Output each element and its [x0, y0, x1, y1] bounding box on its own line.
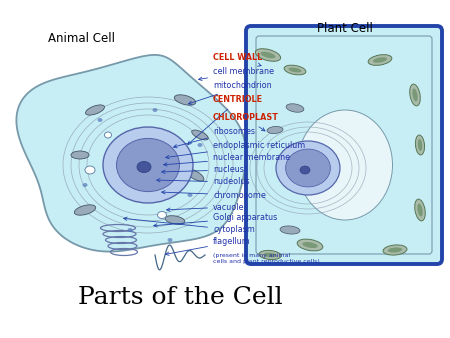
Text: CENTRIOLE: CENTRIOLE: [188, 96, 263, 145]
Ellipse shape: [117, 138, 180, 192]
Ellipse shape: [71, 151, 89, 159]
Ellipse shape: [158, 212, 166, 218]
Ellipse shape: [297, 110, 392, 220]
Text: (present in many animal
cells and plant reproductive cells): (present in many animal cells and plant …: [213, 253, 320, 264]
Ellipse shape: [280, 226, 300, 234]
Ellipse shape: [104, 132, 112, 138]
Text: endoplasmic reticulum: endoplasmic reticulum: [166, 141, 305, 159]
Ellipse shape: [82, 183, 87, 187]
Ellipse shape: [267, 126, 283, 134]
Ellipse shape: [286, 104, 304, 112]
Ellipse shape: [192, 130, 208, 140]
Ellipse shape: [388, 247, 402, 252]
Ellipse shape: [373, 57, 387, 63]
Ellipse shape: [302, 242, 318, 248]
Ellipse shape: [415, 199, 425, 221]
Ellipse shape: [284, 65, 306, 75]
Ellipse shape: [103, 127, 193, 203]
Text: nuclear membrane: nuclear membrane: [164, 153, 290, 166]
Text: cytoplasm: cytoplasm: [124, 217, 255, 235]
Ellipse shape: [198, 143, 203, 147]
Ellipse shape: [167, 238, 172, 242]
Text: cell membrane: cell membrane: [198, 68, 274, 80]
Ellipse shape: [263, 253, 277, 257]
Text: CHLOROPLAST: CHLOROPLAST: [213, 114, 279, 131]
Ellipse shape: [74, 205, 96, 215]
Text: flagellum: flagellum: [166, 238, 251, 255]
Ellipse shape: [288, 68, 302, 72]
Text: Animal Cell: Animal Cell: [49, 31, 116, 45]
Ellipse shape: [165, 216, 185, 224]
Ellipse shape: [415, 135, 424, 155]
Text: CELL WALL: CELL WALL: [213, 53, 262, 66]
Ellipse shape: [137, 162, 151, 172]
Ellipse shape: [410, 84, 420, 106]
Ellipse shape: [179, 145, 187, 151]
Ellipse shape: [261, 52, 275, 58]
Ellipse shape: [86, 105, 104, 115]
Ellipse shape: [186, 169, 204, 181]
Ellipse shape: [286, 149, 330, 187]
Text: Parts of the Cell: Parts of the Cell: [78, 287, 282, 310]
Ellipse shape: [368, 55, 392, 65]
Text: nucleus: nucleus: [162, 166, 244, 174]
Ellipse shape: [297, 239, 323, 251]
Polygon shape: [16, 55, 246, 251]
Ellipse shape: [418, 139, 422, 151]
Text: nudeolus: nudeolus: [157, 177, 249, 187]
Ellipse shape: [174, 95, 196, 105]
Ellipse shape: [85, 166, 95, 174]
FancyBboxPatch shape: [256, 36, 432, 254]
Text: ribosomes: ribosomes: [174, 126, 255, 148]
Text: Plant Cell: Plant Cell: [317, 22, 373, 34]
Ellipse shape: [300, 166, 310, 174]
Ellipse shape: [383, 245, 407, 255]
Ellipse shape: [188, 193, 193, 197]
Text: vacuole: vacuole: [166, 202, 244, 212]
Ellipse shape: [259, 250, 281, 260]
Ellipse shape: [276, 141, 340, 195]
Text: Golgi apparatus: Golgi apparatus: [154, 214, 277, 227]
Ellipse shape: [255, 49, 281, 61]
Text: chromosome: chromosome: [162, 191, 266, 199]
Ellipse shape: [98, 118, 103, 122]
Text: mitochondrion: mitochondrion: [189, 81, 272, 104]
FancyBboxPatch shape: [246, 26, 442, 264]
Ellipse shape: [417, 203, 423, 217]
Ellipse shape: [127, 228, 132, 232]
Ellipse shape: [412, 89, 418, 101]
Ellipse shape: [153, 108, 158, 112]
